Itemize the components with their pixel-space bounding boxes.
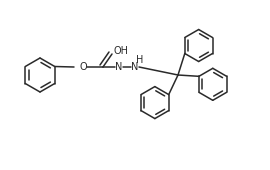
Text: O: O [79, 62, 87, 72]
Text: N: N [131, 62, 139, 72]
Text: H: H [136, 55, 144, 65]
Text: N: N [115, 62, 123, 72]
Text: OH: OH [113, 46, 128, 56]
